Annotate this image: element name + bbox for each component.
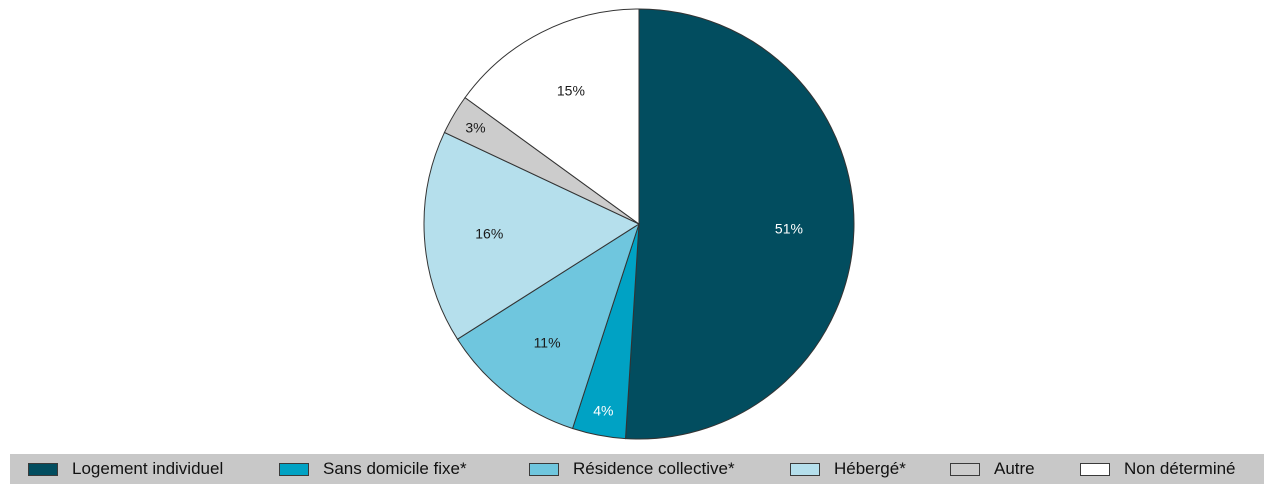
data-label-non-determine: 15%	[557, 82, 585, 98]
legend-label-logement-individuel: Logement individuel	[72, 459, 223, 479]
legend-item-heberge: Hébergé*	[790, 454, 906, 484]
data-label-heberge: 16%	[475, 225, 503, 241]
legend-swatch-sans-domicile-fixe	[279, 463, 309, 476]
legend-label-sans-domicile-fixe: Sans domicile fixe*	[323, 459, 467, 479]
legend-item-non-determine: Non déterminé	[1080, 454, 1236, 484]
legend-label-residence-collective: Résidence collective*	[573, 459, 735, 479]
data-label-autre: 3%	[465, 119, 485, 135]
legend-items: Logement individuel Sans domicile fixe* Ré…	[10, 454, 1264, 484]
data-label-residence-collective: 11%	[534, 335, 561, 351]
legend-swatch-logement-individuel	[28, 463, 58, 476]
legend: Logement individuel Sans domicile fixe* Ré…	[10, 454, 1264, 484]
legend-item-residence-collective: Résidence collective*	[529, 454, 735, 484]
legend-label-heberge: Hébergé*	[834, 459, 906, 479]
pie-slice-logement-individuel	[626, 9, 855, 439]
data-label-sans-domicile-fixe: 4%	[593, 403, 613, 419]
legend-swatch-autre	[950, 463, 980, 476]
legend-swatch-heberge	[790, 463, 820, 476]
legend-swatch-residence-collective	[529, 463, 559, 476]
legend-swatch-non-determine	[1080, 463, 1110, 476]
legend-item-logement-individuel: Logement individuel	[28, 454, 223, 484]
legend-label-autre: Autre	[994, 459, 1035, 479]
legend-item-sans-domicile-fixe: Sans domicile fixe*	[279, 454, 467, 484]
legend-item-autre: Autre	[950, 454, 1035, 484]
data-label-logement-individuel: 51%	[775, 221, 803, 237]
legend-label-non-determine: Non déterminé	[1124, 459, 1236, 479]
